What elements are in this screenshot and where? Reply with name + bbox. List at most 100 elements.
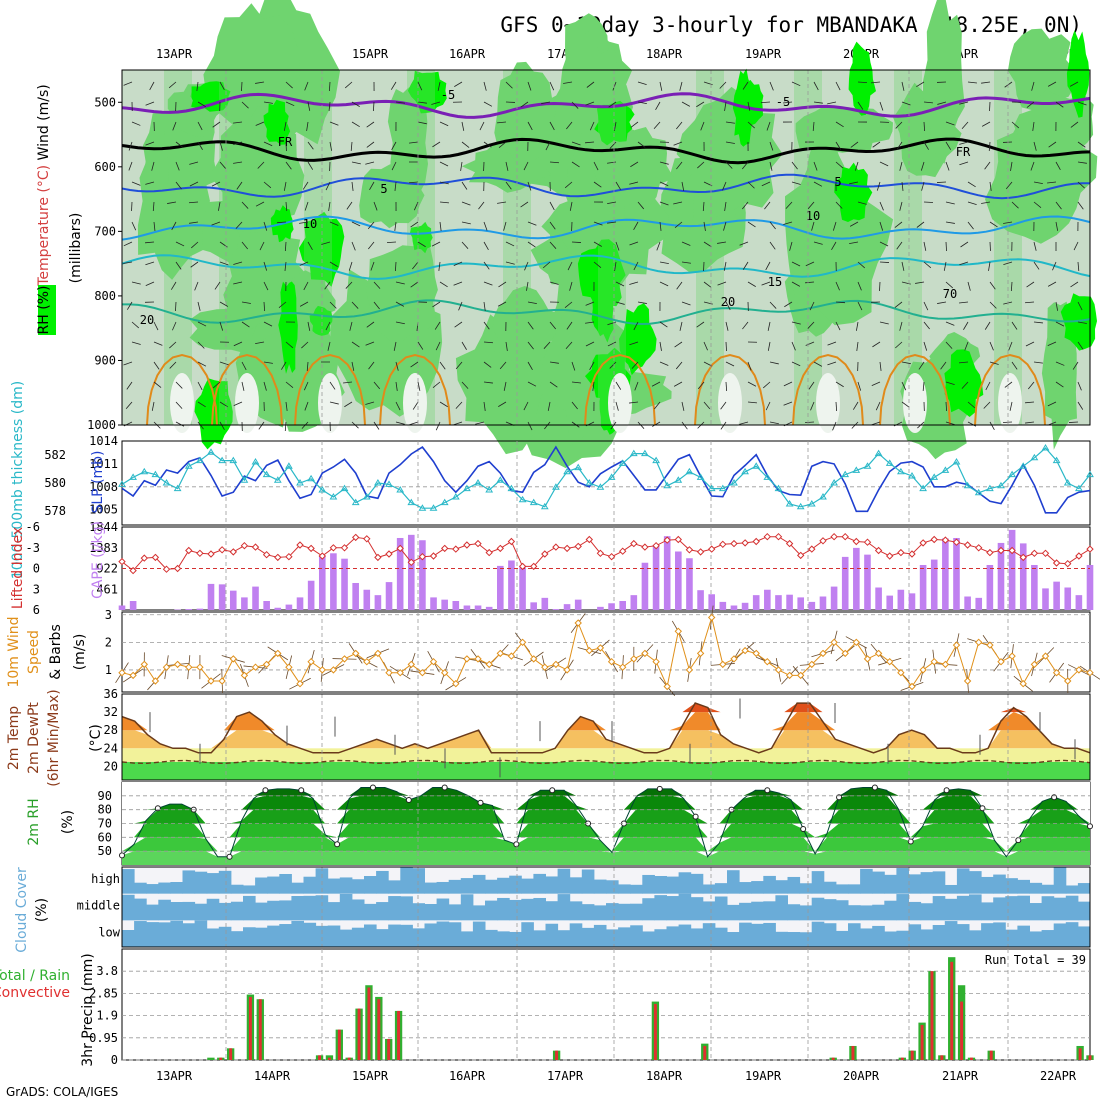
upper-wind-barb <box>219 361 229 366</box>
upper-wind-barb <box>654 401 661 410</box>
upper-wind-barb <box>395 301 405 307</box>
isotherm-line <box>121 254 1091 280</box>
thickness-marker <box>296 479 304 486</box>
upper-wind-barb <box>373 201 378 211</box>
li-marker <box>919 539 927 547</box>
cloud-cover-bar <box>666 896 680 921</box>
cloud-cover-bar <box>690 928 704 947</box>
rh-fill-band <box>122 823 1090 838</box>
upper-wind-barb <box>172 321 177 331</box>
upper-wind-barb <box>1055 361 1065 366</box>
rh-contour-region <box>848 41 876 116</box>
upper-wind-barb <box>901 381 907 391</box>
upper-wind-barb <box>1077 401 1084 410</box>
cloud-cover-bar <box>521 878 534 894</box>
thickness-marker <box>173 484 182 492</box>
upper-wind-barb <box>483 241 489 251</box>
upper-wind-barb <box>175 161 180 171</box>
cloud-cover-bar <box>1041 884 1055 894</box>
wind-speed-marker <box>719 660 727 669</box>
thickness-marker <box>151 470 160 478</box>
upper-wind-barb <box>301 341 309 349</box>
upper-wind-barb <box>189 181 199 187</box>
upper-wind-barb <box>527 121 533 131</box>
wind-speed-marker <box>151 677 160 685</box>
upper-wind-barb <box>805 281 815 284</box>
upper-wind-barb <box>607 321 617 326</box>
upper-wind-barb <box>1055 381 1064 388</box>
thickness-marker <box>852 466 861 473</box>
wind-unit-label: (m/s) <box>72 634 88 671</box>
precip-convective-bar <box>347 1057 351 1060</box>
upper-wind-barb <box>170 281 177 290</box>
cape-bar <box>741 602 749 610</box>
upper-wind-barb <box>524 261 529 271</box>
rh-contour-region <box>834 162 873 222</box>
upper-wind-barb <box>299 301 309 307</box>
upper-wind-barb <box>497 201 507 204</box>
temp-fill-band <box>122 712 1090 731</box>
bottom-date-label: 14APR <box>254 1069 291 1083</box>
upper-wind-barb <box>629 401 639 404</box>
cape-tick: 1844 <box>89 520 118 534</box>
cape-bar <box>374 595 382 610</box>
upper-wind-barb <box>483 381 493 384</box>
upper-wind-barb <box>960 241 969 248</box>
upper-wind-barb <box>563 81 573 84</box>
upper-wind-barb <box>1030 161 1035 171</box>
cloud-cover-bar <box>581 869 595 894</box>
top-date-label: 18APR <box>646 47 683 61</box>
upper-wind-barb <box>615 281 625 287</box>
upper-wind-barb <box>681 181 685 191</box>
upper-wind-barb <box>321 241 331 245</box>
upper-wind-barb <box>984 321 991 330</box>
cloud-cover-bar <box>170 902 183 921</box>
temp-tick: 32 <box>104 705 118 719</box>
upper-wind-barb <box>241 201 249 209</box>
upper-wind-barb <box>783 101 793 104</box>
li-marker <box>730 539 738 548</box>
upper-wind-barb <box>899 321 903 331</box>
thickness-marker <box>262 470 271 478</box>
upper-wind-barb <box>586 81 595 88</box>
thickness-axis-label: 1000-500mb thickness (dm) <box>10 381 26 579</box>
upper-wind-barb <box>945 341 953 349</box>
upper-wind-barb <box>653 121 661 130</box>
upper-wind-barb <box>307 161 314 170</box>
cloud-cover-bar <box>872 871 885 894</box>
upper-wind-barb <box>915 281 925 284</box>
upper-wind-barb <box>175 181 182 190</box>
pressure-tick: 800 <box>94 289 116 303</box>
cape-bar <box>552 609 560 610</box>
li-marker <box>274 553 282 562</box>
cape-bar <box>263 600 270 610</box>
wind-speed-marker <box>496 649 505 658</box>
upper-wind-barb <box>871 381 881 387</box>
upper-wind-barb <box>395 421 405 425</box>
cloud-cover-bar <box>303 895 317 921</box>
cloud-cover-bar <box>448 922 462 947</box>
thickness-marker <box>885 459 894 466</box>
dry-core <box>998 373 1022 433</box>
wind-speed-marker <box>363 657 371 666</box>
upper-wind-barb <box>1047 401 1057 407</box>
upper-wind-barb <box>197 341 205 349</box>
upper-wind-barb <box>197 301 201 311</box>
cloud-cover-bar <box>521 922 534 947</box>
rh-tick: 80 <box>98 803 112 817</box>
cape-bar <box>719 601 727 610</box>
cloud-cover-bar <box>860 868 873 894</box>
upper-wind-barb <box>409 141 419 144</box>
upper-wind-barb <box>769 301 777 309</box>
cloud-cover-bar <box>908 874 922 894</box>
upper-wind-barb <box>197 401 206 408</box>
upper-wind-barb <box>857 101 864 110</box>
barbs-label: & Barbs <box>48 624 64 680</box>
cloud-cover-bar <box>896 930 909 947</box>
thickness-marker <box>552 483 560 490</box>
cloud-cover-bar <box>1077 883 1091 894</box>
upper-wind-barb <box>233 141 243 145</box>
upper-wind-barb <box>681 301 691 306</box>
wind-speed-marker <box>218 677 226 685</box>
cloud-cover-bar <box>848 884 861 894</box>
